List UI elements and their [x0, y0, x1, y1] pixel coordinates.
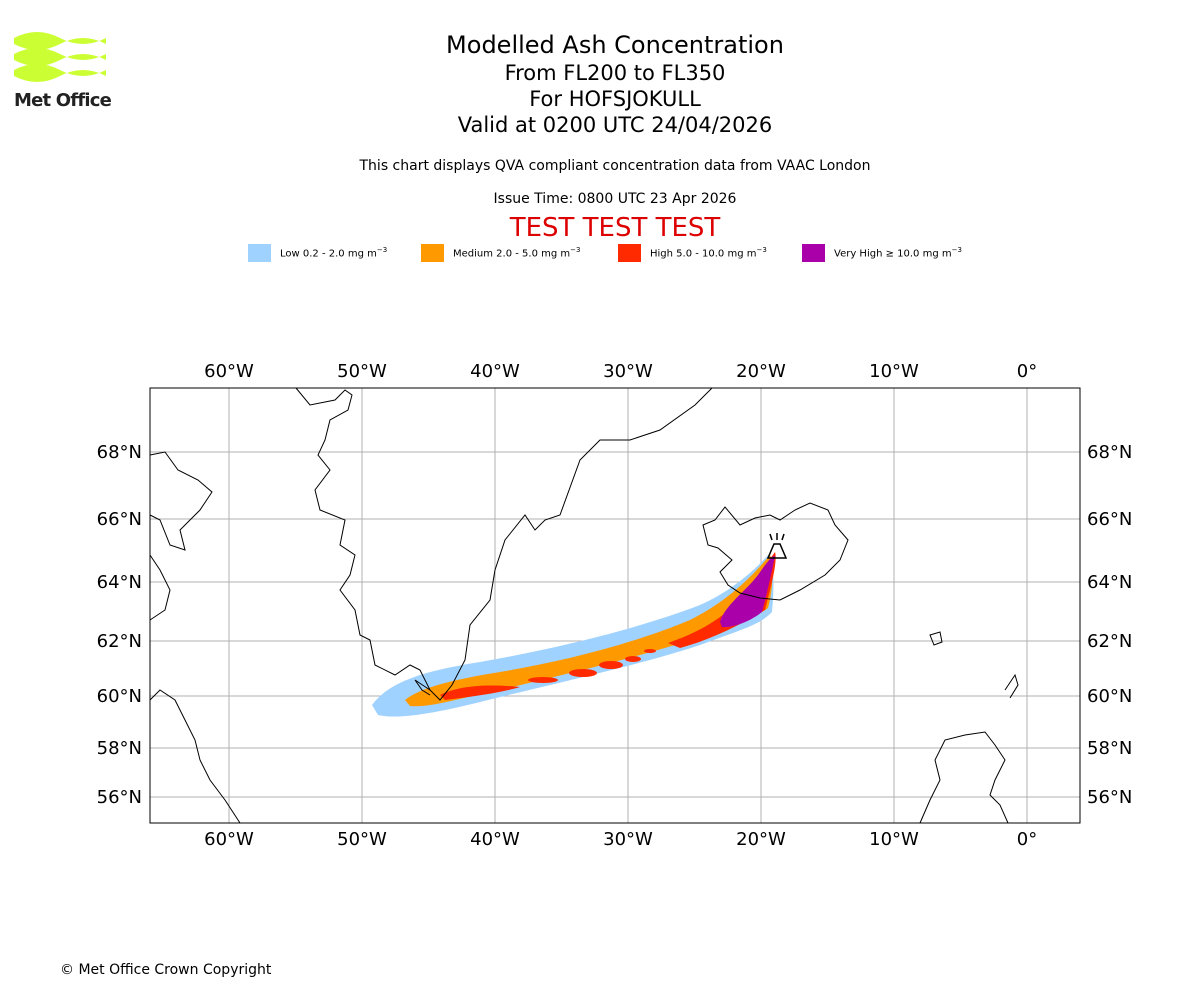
met-office-logo-text: Met Office	[14, 90, 112, 111]
legend-label-high: High 5.0 - 10.0 mg m−3	[650, 246, 767, 260]
test-banner: TEST TEST TEST	[509, 213, 721, 243]
lon-label: 10°W	[869, 361, 919, 382]
volcano-name: For HOFSJOKULL	[529, 87, 701, 111]
lat-label: 56°N	[1087, 787, 1132, 808]
lat-label: 64°N	[1087, 572, 1132, 593]
copyright-notice: © Met Office Crown Copyright	[60, 962, 272, 978]
ash-plume-very-high	[720, 555, 775, 628]
map-frame	[149, 387, 1081, 824]
greenland-coastline	[295, 387, 713, 701]
met-office-logo: Met Office	[14, 30, 114, 114]
met-office-waves-icon	[14, 32, 106, 82]
scotland-coastline	[919, 673, 1019, 824]
lon-label: 20°W	[736, 829, 786, 850]
issue-time: Issue Time: 0800 UTC 23 Apr 2026	[493, 191, 737, 207]
lat-label: 68°N	[97, 442, 142, 463]
legend-label-very-high: Very High ≥ 10.0 mg m−3	[834, 246, 962, 260]
legend-swatch-medium	[421, 244, 444, 262]
coastlines	[149, 387, 1019, 824]
lat-labels-left: 68°N 66°N 64°N 62°N 60°N 58°N 56°N	[97, 442, 142, 808]
flight-levels: From FL200 to FL350	[504, 61, 726, 85]
lat-label: 56°N	[97, 787, 142, 808]
chart-title: Modelled Ash Concentration	[446, 31, 784, 59]
lat-label: 64°N	[97, 572, 142, 593]
lat-labels-right: 68°N 66°N 64°N 62°N 60°N 58°N 56°N	[1087, 442, 1132, 808]
lat-label: 60°N	[97, 686, 142, 707]
ash-plume-low	[372, 555, 774, 717]
lat-label: 58°N	[1087, 738, 1132, 759]
lon-label: 60°W	[204, 361, 254, 382]
legend-swatch-high	[618, 244, 641, 262]
volcano-marker-icon	[766, 533, 788, 559]
faroe-islands	[929, 631, 943, 646]
lat-label: 66°N	[1087, 509, 1132, 530]
legend-item-high: High 5.0 - 10.0 mg m−3	[618, 244, 767, 262]
lon-label: 10°W	[869, 829, 919, 850]
lat-label: 66°N	[97, 509, 142, 530]
lat-label: 62°N	[1087, 631, 1132, 652]
lat-label: 68°N	[1087, 442, 1132, 463]
lon-label: 40°W	[470, 829, 520, 850]
lat-label: 62°N	[97, 631, 142, 652]
concentration-legend: Low 0.2 - 2.0 mg m−3 Medium 2.0 - 5.0 mg…	[0, 244, 1200, 264]
lon-label: 30°W	[603, 829, 653, 850]
lon-label: 0°	[1017, 361, 1037, 382]
lon-label: 40°W	[470, 361, 520, 382]
legend-label-medium: Medium 2.0 - 5.0 mg m−3	[453, 246, 581, 260]
legend-item-medium: Medium 2.0 - 5.0 mg m−3	[421, 244, 580, 262]
lon-labels-top: 60°W 50°W 40°W 30°W 20°W 10°W 0°	[204, 361, 1037, 382]
iceland-coastline	[702, 502, 849, 601]
legend-label-low: Low 0.2 - 2.0 mg m−3	[280, 246, 388, 260]
lon-label: 50°W	[337, 829, 387, 850]
legend-item-low: Low 0.2 - 2.0 mg m−3	[248, 244, 387, 262]
legend-swatch-low	[248, 244, 271, 262]
compliance-note: This chart displays QVA compliant concen…	[359, 158, 871, 174]
lon-label: 0°	[1017, 829, 1037, 850]
lat-label: 58°N	[97, 738, 142, 759]
legend-swatch-very-high	[802, 244, 825, 262]
lat-label: 60°N	[1087, 686, 1132, 707]
lon-label: 30°W	[603, 361, 653, 382]
lon-label: 50°W	[337, 361, 387, 382]
lon-label: 60°W	[204, 829, 254, 850]
map-gridlines	[150, 388, 1080, 823]
lon-label: 20°W	[736, 361, 786, 382]
baffin-coastline	[149, 451, 213, 551]
valid-time: Valid at 0200 UTC 24/04/2026	[457, 113, 773, 137]
chart-header: Modelled Ash Concentration From FL200 to…	[315, 30, 915, 138]
legend-item-very-high: Very High ≥ 10.0 mg m−3	[802, 244, 962, 262]
labrador-coastline	[149, 554, 241, 824]
lon-labels-bottom: 60°W 50°W 40°W 30°W 20°W 10°W 0°	[204, 829, 1037, 850]
